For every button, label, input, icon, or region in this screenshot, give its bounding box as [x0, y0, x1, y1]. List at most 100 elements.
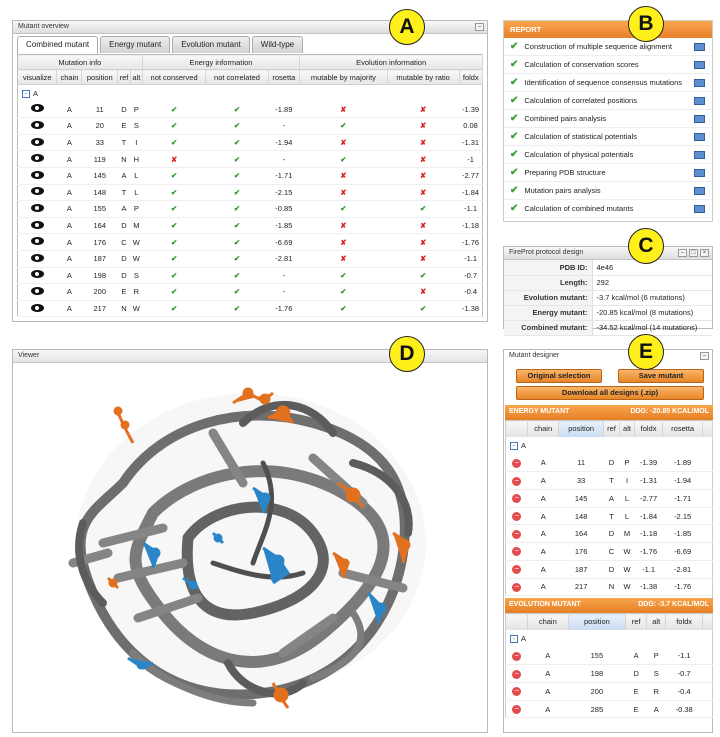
visualize-cell[interactable] — [17, 283, 57, 301]
eye-icon[interactable] — [30, 253, 44, 262]
column-header[interactable]: alt — [130, 69, 143, 85]
table-row[interactable]: A 145 A L ✔ ✔ -1.71 ✘ ✘ -2.77 — [17, 167, 483, 185]
delete-cell[interactable]: − — [505, 578, 528, 597]
delete-cell[interactable]: − — [505, 560, 528, 579]
remove-icon[interactable]: − — [512, 547, 522, 557]
table-row[interactable]: A 11 D P ✔ ✔ -1.89 ✘ ✘ -1.39 — [17, 101, 483, 119]
remove-icon[interactable]: − — [512, 651, 522, 661]
delete-cell[interactable]: − — [505, 454, 528, 473]
visualize-cell[interactable] — [17, 300, 57, 318]
delete-cell[interactable]: − — [505, 524, 528, 544]
eye-icon[interactable] — [30, 187, 44, 196]
table-row[interactable]: − A 155 A P -1.1 — [505, 647, 713, 666]
visualize-cell[interactable] — [17, 101, 57, 119]
table-row[interactable]: A 119 N H ✘ ✔ - ✔ ✘ -1 — [17, 150, 483, 168]
table-row[interactable]: − A 198 D S -0.7 — [505, 664, 713, 684]
delete-cell[interactable]: − — [505, 507, 528, 526]
tab-combined-mutant[interactable]: Combined mutant — [17, 36, 99, 54]
book-icon[interactable] — [694, 187, 705, 195]
eye-icon[interactable] — [30, 203, 44, 212]
table-row[interactable]: − A 148 T L -1.84 -2.15 — [505, 507, 713, 526]
column-header[interactable]: chain — [56, 69, 83, 85]
table-row[interactable]: A 20 E S ✔ ✔ - ✔ ✘ 0.08 — [17, 117, 483, 135]
minimize-icon[interactable]: – — [475, 23, 484, 31]
scroll-up-icon[interactable] — [702, 420, 713, 437]
column-header[interactable]: alt — [646, 613, 667, 630]
column-header[interactable]: rosetta — [268, 69, 301, 85]
minimize-icon[interactable]: – — [678, 249, 687, 257]
close-icon[interactable]: × — [700, 249, 709, 257]
collapse-icon[interactable]: - — [510, 441, 518, 450]
scroll-up-icon[interactable] — [702, 613, 713, 630]
table-row[interactable]: A 176 C W ✔ ✔ -6.69 ✘ ✘ -1.76 — [17, 233, 483, 251]
table-row[interactable]: A 164 D M ✔ ✔ -1.85 ✘ ✘ -1.18 — [17, 217, 483, 235]
column-header[interactable]: chain — [527, 613, 569, 630]
delete-cell[interactable]: − — [505, 542, 528, 561]
remove-icon[interactable]: − — [512, 512, 522, 522]
tab-wild-type[interactable]: Wild-type — [251, 36, 304, 53]
eye-icon[interactable] — [30, 237, 44, 246]
eye-icon[interactable] — [30, 270, 44, 279]
column-header[interactable]: visualize — [17, 69, 58, 85]
table-row[interactable]: − A 217 N W -1.38 -1.76 — [505, 578, 713, 597]
table-row[interactable]: A 200 E R ✔ ✔ - ✔ ✘ -0.4 — [17, 283, 483, 301]
remove-icon[interactable]: − — [512, 529, 522, 539]
table-row[interactable]: A 217 N W ✔ ✔ -1.76 ✔ ✔ -1.38 — [17, 300, 483, 318]
visualize-cell[interactable] — [17, 167, 57, 185]
collapse-icon[interactable]: - — [510, 634, 518, 643]
delete-cell[interactable]: − — [505, 682, 528, 701]
column-header[interactable]: ref — [117, 69, 131, 85]
table-row[interactable]: − A 164 D M -1.18 -1.85 — [505, 524, 713, 544]
table-row[interactable]: A 198 D S ✔ ✔ - ✔ ✔ -0.7 — [17, 267, 483, 285]
delete-cell[interactable]: − — [505, 471, 528, 491]
table-row[interactable]: A 148 T L ✔ ✔ -2.15 ✘ ✘ -1.84 — [17, 184, 483, 202]
book-icon[interactable] — [694, 115, 705, 123]
column-header[interactable]: foldx — [634, 420, 664, 437]
minimize-icon[interactable]: – — [700, 352, 709, 360]
table-row[interactable]: − A 33 T I -1.31 -1.94 — [505, 471, 713, 491]
eye-icon[interactable] — [30, 170, 44, 179]
column-header[interactable]: rosetta — [662, 420, 703, 437]
column-header[interactable]: position — [81, 69, 119, 85]
original-selection-button[interactable]: Original selection — [516, 369, 602, 383]
column-header[interactable]: alt — [619, 420, 635, 437]
eye-icon[interactable] — [30, 303, 44, 312]
column-header[interactable]: chain — [527, 420, 560, 437]
table-row[interactable]: − A 200 E R -0.4 — [505, 682, 713, 701]
column-header[interactable]: ref — [603, 420, 621, 437]
book-icon[interactable] — [694, 61, 705, 69]
eye-icon[interactable] — [30, 120, 44, 129]
column-header[interactable]: mutable by ratio — [387, 69, 460, 85]
column-header[interactable]: mutable by majority — [299, 69, 388, 85]
visualize-cell[interactable] — [17, 267, 57, 285]
visualize-cell[interactable] — [17, 184, 57, 202]
book-icon[interactable] — [694, 133, 705, 141]
table-row[interactable]: A 155 A P ✔ ✔ -0.85 ✔ ✔ -1.1 — [17, 200, 483, 218]
protein-viewer[interactable] — [13, 363, 487, 731]
column-header[interactable]: foldx — [459, 69, 484, 85]
delete-cell[interactable]: − — [505, 489, 528, 508]
eye-icon[interactable] — [30, 154, 44, 163]
remove-icon[interactable]: − — [512, 565, 522, 575]
evolution-chain-group-a[interactable]: -A — [506, 630, 713, 648]
chain-group-a[interactable]: -A — [18, 85, 483, 102]
book-icon[interactable] — [694, 205, 705, 213]
book-icon[interactable] — [694, 151, 705, 159]
maximize-icon[interactable]: □ — [689, 249, 698, 257]
book-icon[interactable] — [694, 169, 705, 177]
remove-icon[interactable]: − — [512, 705, 522, 715]
download-designs-button[interactable]: Download all designs (.zip) — [516, 386, 704, 400]
book-icon[interactable] — [694, 97, 705, 105]
eye-icon[interactable] — [30, 286, 44, 295]
save-mutant-button[interactable]: Save mutant — [618, 369, 704, 383]
table-row[interactable]: A 187 D W ✔ ✔ -2.81 ✘ ✘ -1.1 — [17, 250, 483, 268]
delete-cell[interactable]: − — [505, 664, 528, 684]
table-row[interactable]: − A 176 C W -1.76 -6.69 — [505, 542, 713, 561]
book-icon[interactable] — [694, 79, 705, 87]
delete-cell[interactable]: − — [505, 647, 528, 666]
eye-icon[interactable] — [30, 137, 44, 146]
eye-icon[interactable] — [30, 220, 44, 229]
visualize-cell[interactable] — [17, 250, 57, 268]
remove-icon[interactable]: − — [512, 494, 522, 504]
table-row[interactable]: A 33 T I ✔ ✔ -1.94 ✘ ✘ -1.31 — [17, 134, 483, 152]
